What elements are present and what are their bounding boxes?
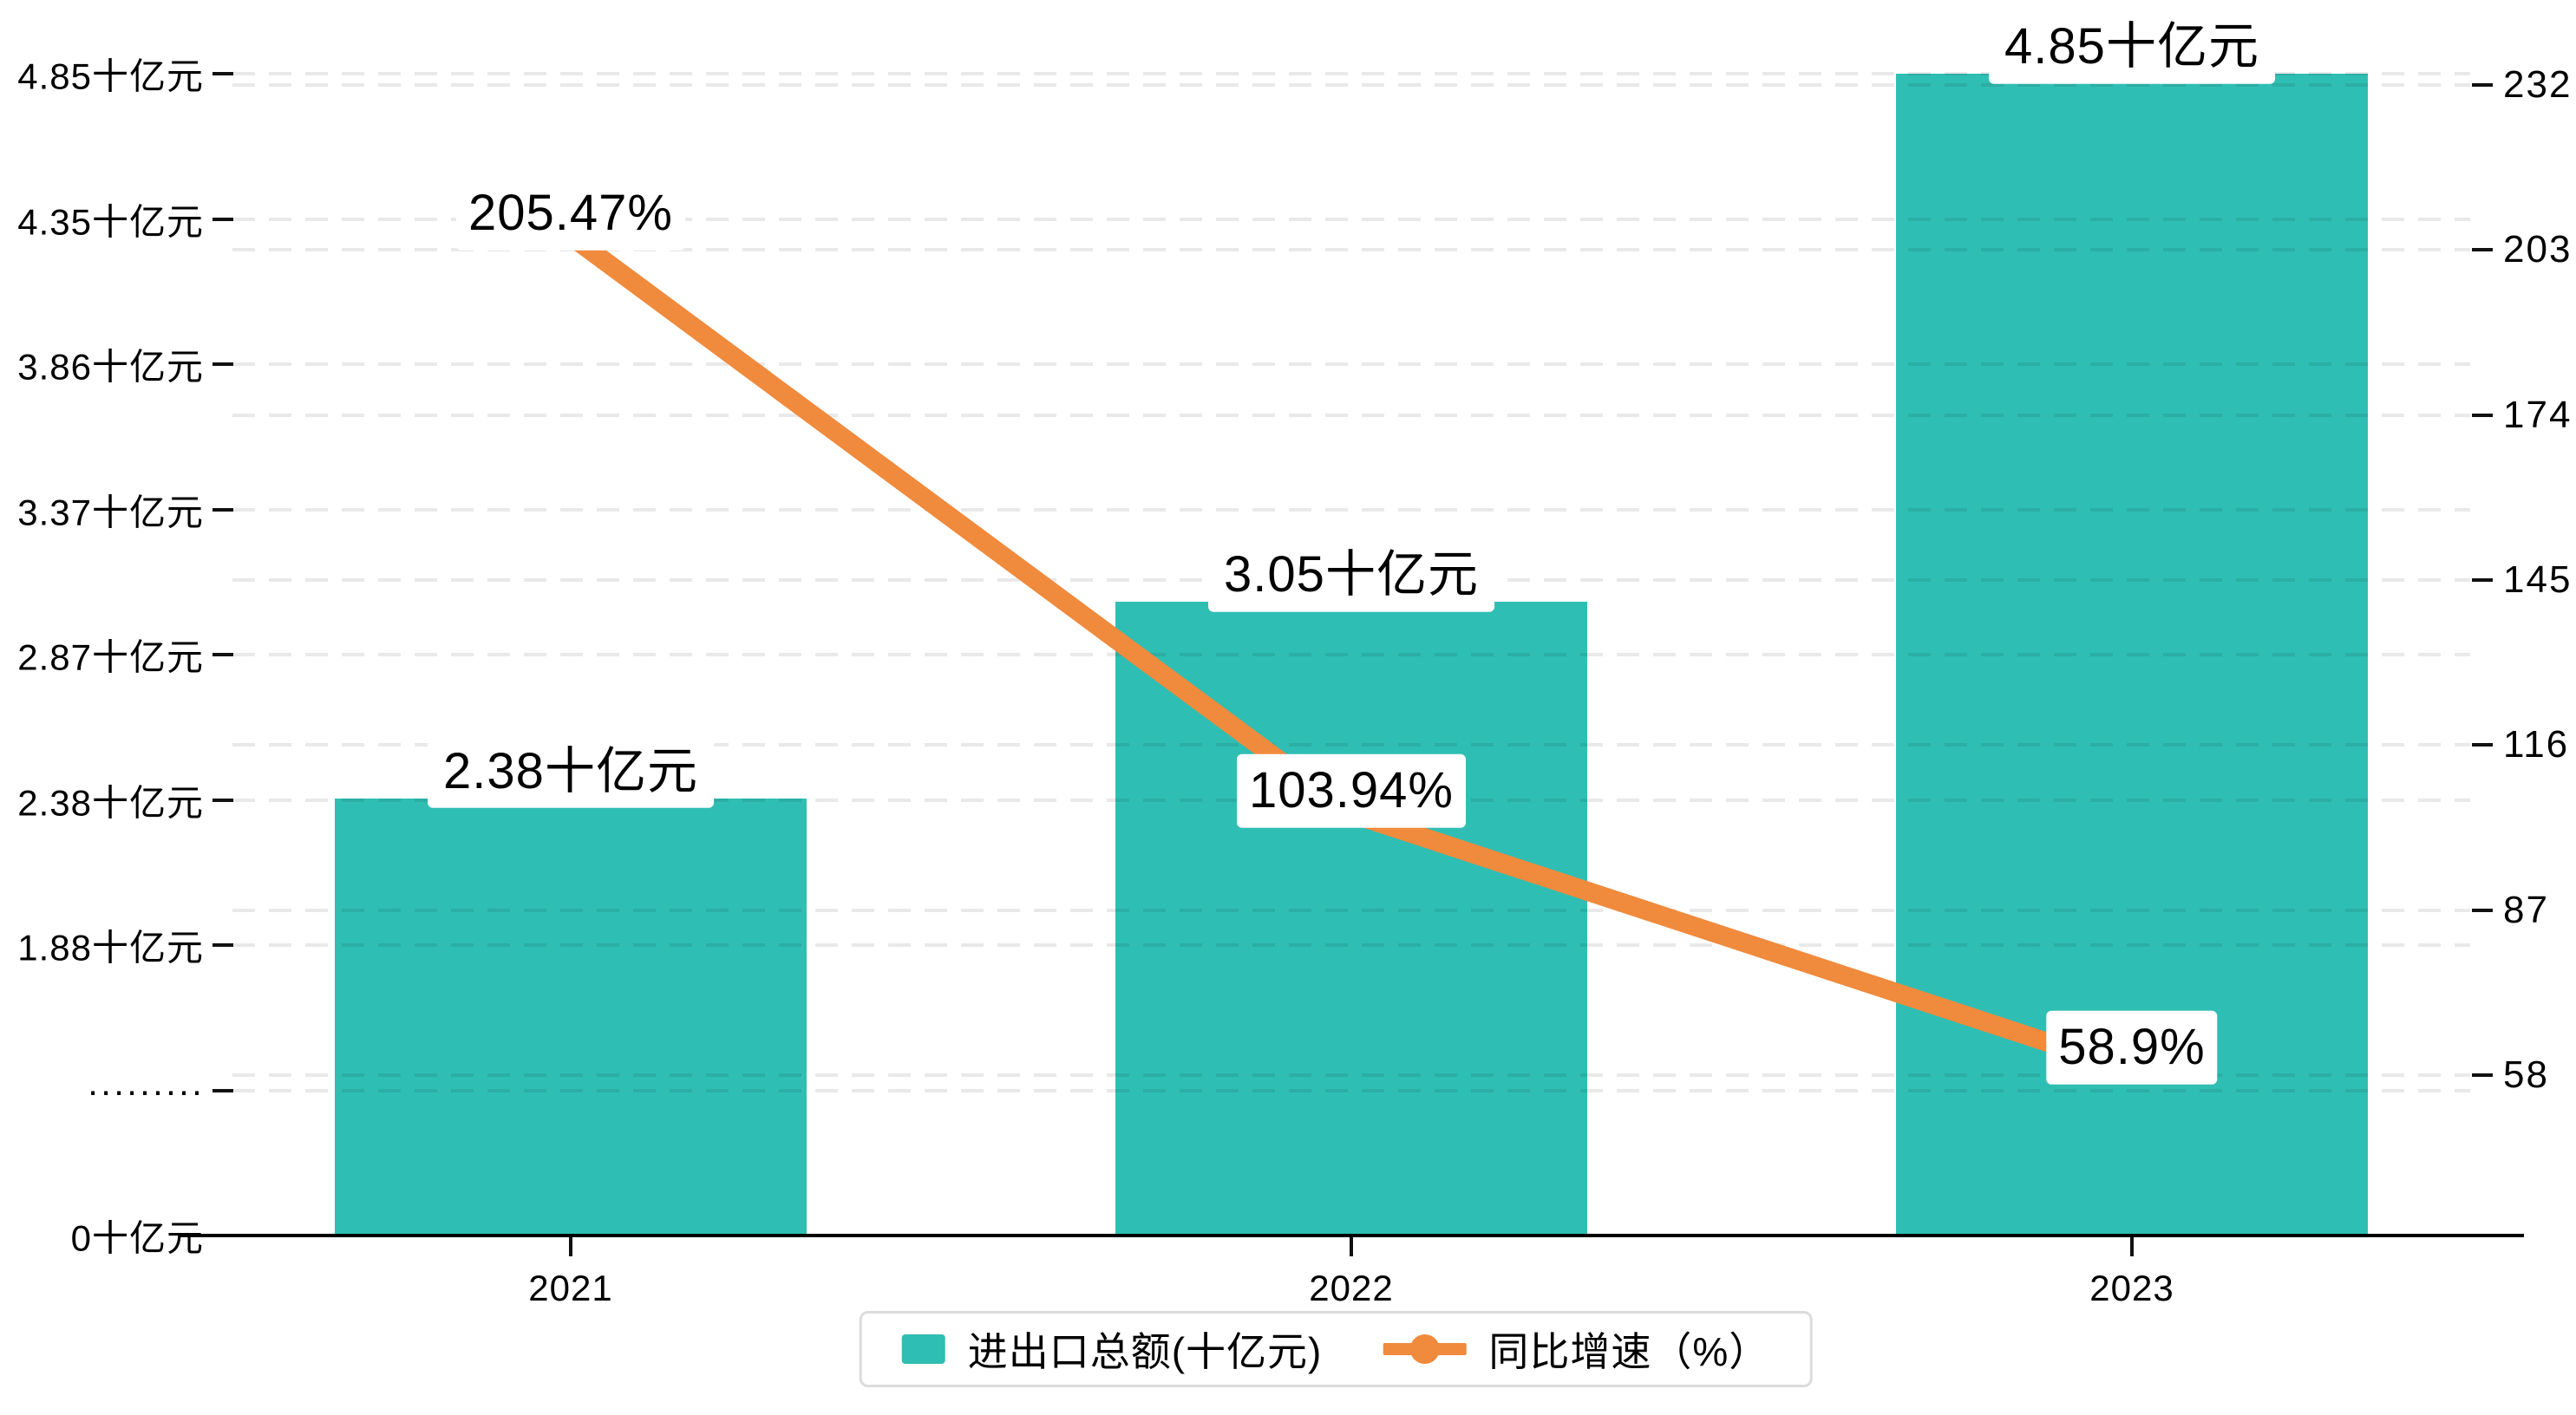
growth-line-path [565, 228, 2135, 1079]
y-axis-label-left: 0十亿元 [70, 1217, 204, 1259]
y-axis-label-left: ········· [87, 1069, 204, 1111]
y-axis-label-right: 203 [2503, 228, 2573, 271]
y-axis-tick-right [2472, 413, 2493, 417]
line-marker-dot [1409, 1334, 1440, 1364]
x-axis-label: 2023 [2089, 1268, 2174, 1308]
gridline-left-axis [232, 943, 2470, 947]
y-axis-tick-right [2472, 908, 2493, 912]
y-axis-tick-left [212, 507, 233, 512]
y-axis-label-right: 174 [2503, 393, 2573, 436]
y-axis-label-left: 1.88十亿元 [17, 927, 204, 968]
y-axis-tick-left [212, 798, 233, 802]
line-point-label: 58.9% [2046, 1010, 2218, 1085]
y-axis-tick-left [212, 1088, 233, 1092]
y-axis-label-left: 4.35十亿元 [17, 201, 204, 242]
legend-label-bar-series: 进出口总额(十亿元) [967, 1329, 1323, 1374]
legend-item-bar-series[interactable]: 进出口总额(十亿元) [901, 1320, 1323, 1378]
x-axis-label: 2022 [1309, 1268, 1394, 1308]
gridline-left-axis [232, 72, 2470, 75]
line-series-marker-icon [1383, 1334, 1467, 1364]
legend-label-line-series: 同比增速（%） [1488, 1329, 1770, 1374]
gridline-right-axis [232, 413, 2470, 417]
y-axis-label-left: 2.87十亿元 [17, 636, 204, 678]
line-point-label: 103.94% [1237, 754, 1466, 828]
x-axis-tick [2130, 1237, 2134, 1256]
y-axis-label-left: 3.86十亿元 [17, 346, 204, 388]
y-axis-label-left: 4.85十亿元 [17, 55, 204, 97]
x-axis-tick [1350, 1237, 1353, 1256]
gridline-left-axis [232, 507, 2470, 512]
bar-value-label: 2.38十亿元 [428, 734, 714, 809]
gridline-left-axis [232, 362, 2470, 366]
y-axis-tick-right [2472, 82, 2493, 87]
gridline-left-axis [232, 1088, 2470, 1092]
gridline-right-axis [232, 248, 2470, 252]
y-axis-tick-right [2472, 248, 2493, 252]
x-axis-label: 2021 [528, 1268, 613, 1308]
x-axis-line [179, 1234, 2524, 1237]
bar-2021 [335, 798, 807, 1236]
y-axis-tick-left [212, 653, 233, 656]
y-axis-tick-left [212, 362, 233, 366]
y-axis-tick-left [212, 217, 233, 221]
y-axis-label-right: 58 [2503, 1053, 2549, 1096]
y-axis-label-left: 3.37十亿元 [17, 492, 204, 532]
gridline-left-axis [232, 217, 2470, 221]
x-axis-tick [569, 1237, 572, 1256]
y-axis-label-right: 232 [2503, 62, 2573, 106]
gridline-left-axis [232, 653, 2470, 656]
bar-value-label: 3.05十亿元 [1208, 538, 1494, 612]
bar-value-label: 4.85十亿元 [1989, 10, 2275, 84]
y-axis-label-right: 116 [2503, 723, 2570, 766]
y-axis-tick-left [212, 72, 233, 75]
legend-item-line-series[interactable]: 同比增速（%） [1383, 1320, 1769, 1378]
legend[interactable]: 进出口总额(十亿元) 同比增速（%） [859, 1311, 1813, 1387]
bar-series-swatch-icon [901, 1334, 945, 1364]
line-point-label: 205.47% [456, 176, 685, 251]
y-axis-tick-left [212, 943, 233, 947]
y-axis-tick-right [2472, 743, 2493, 747]
y-axis-tick-right [2472, 577, 2493, 582]
gridline-right-axis [232, 82, 2470, 87]
y-axis-tick-right [2472, 1073, 2493, 1077]
gridline-right-axis [232, 743, 2470, 747]
y-axis-label-left: 2.38十亿元 [17, 782, 204, 823]
gridline-right-axis [232, 908, 2470, 912]
y-axis-label-right: 145 [2503, 558, 2573, 601]
gridline-right-axis [232, 1073, 2470, 1077]
y-axis-label-right: 87 [2503, 888, 2549, 931]
